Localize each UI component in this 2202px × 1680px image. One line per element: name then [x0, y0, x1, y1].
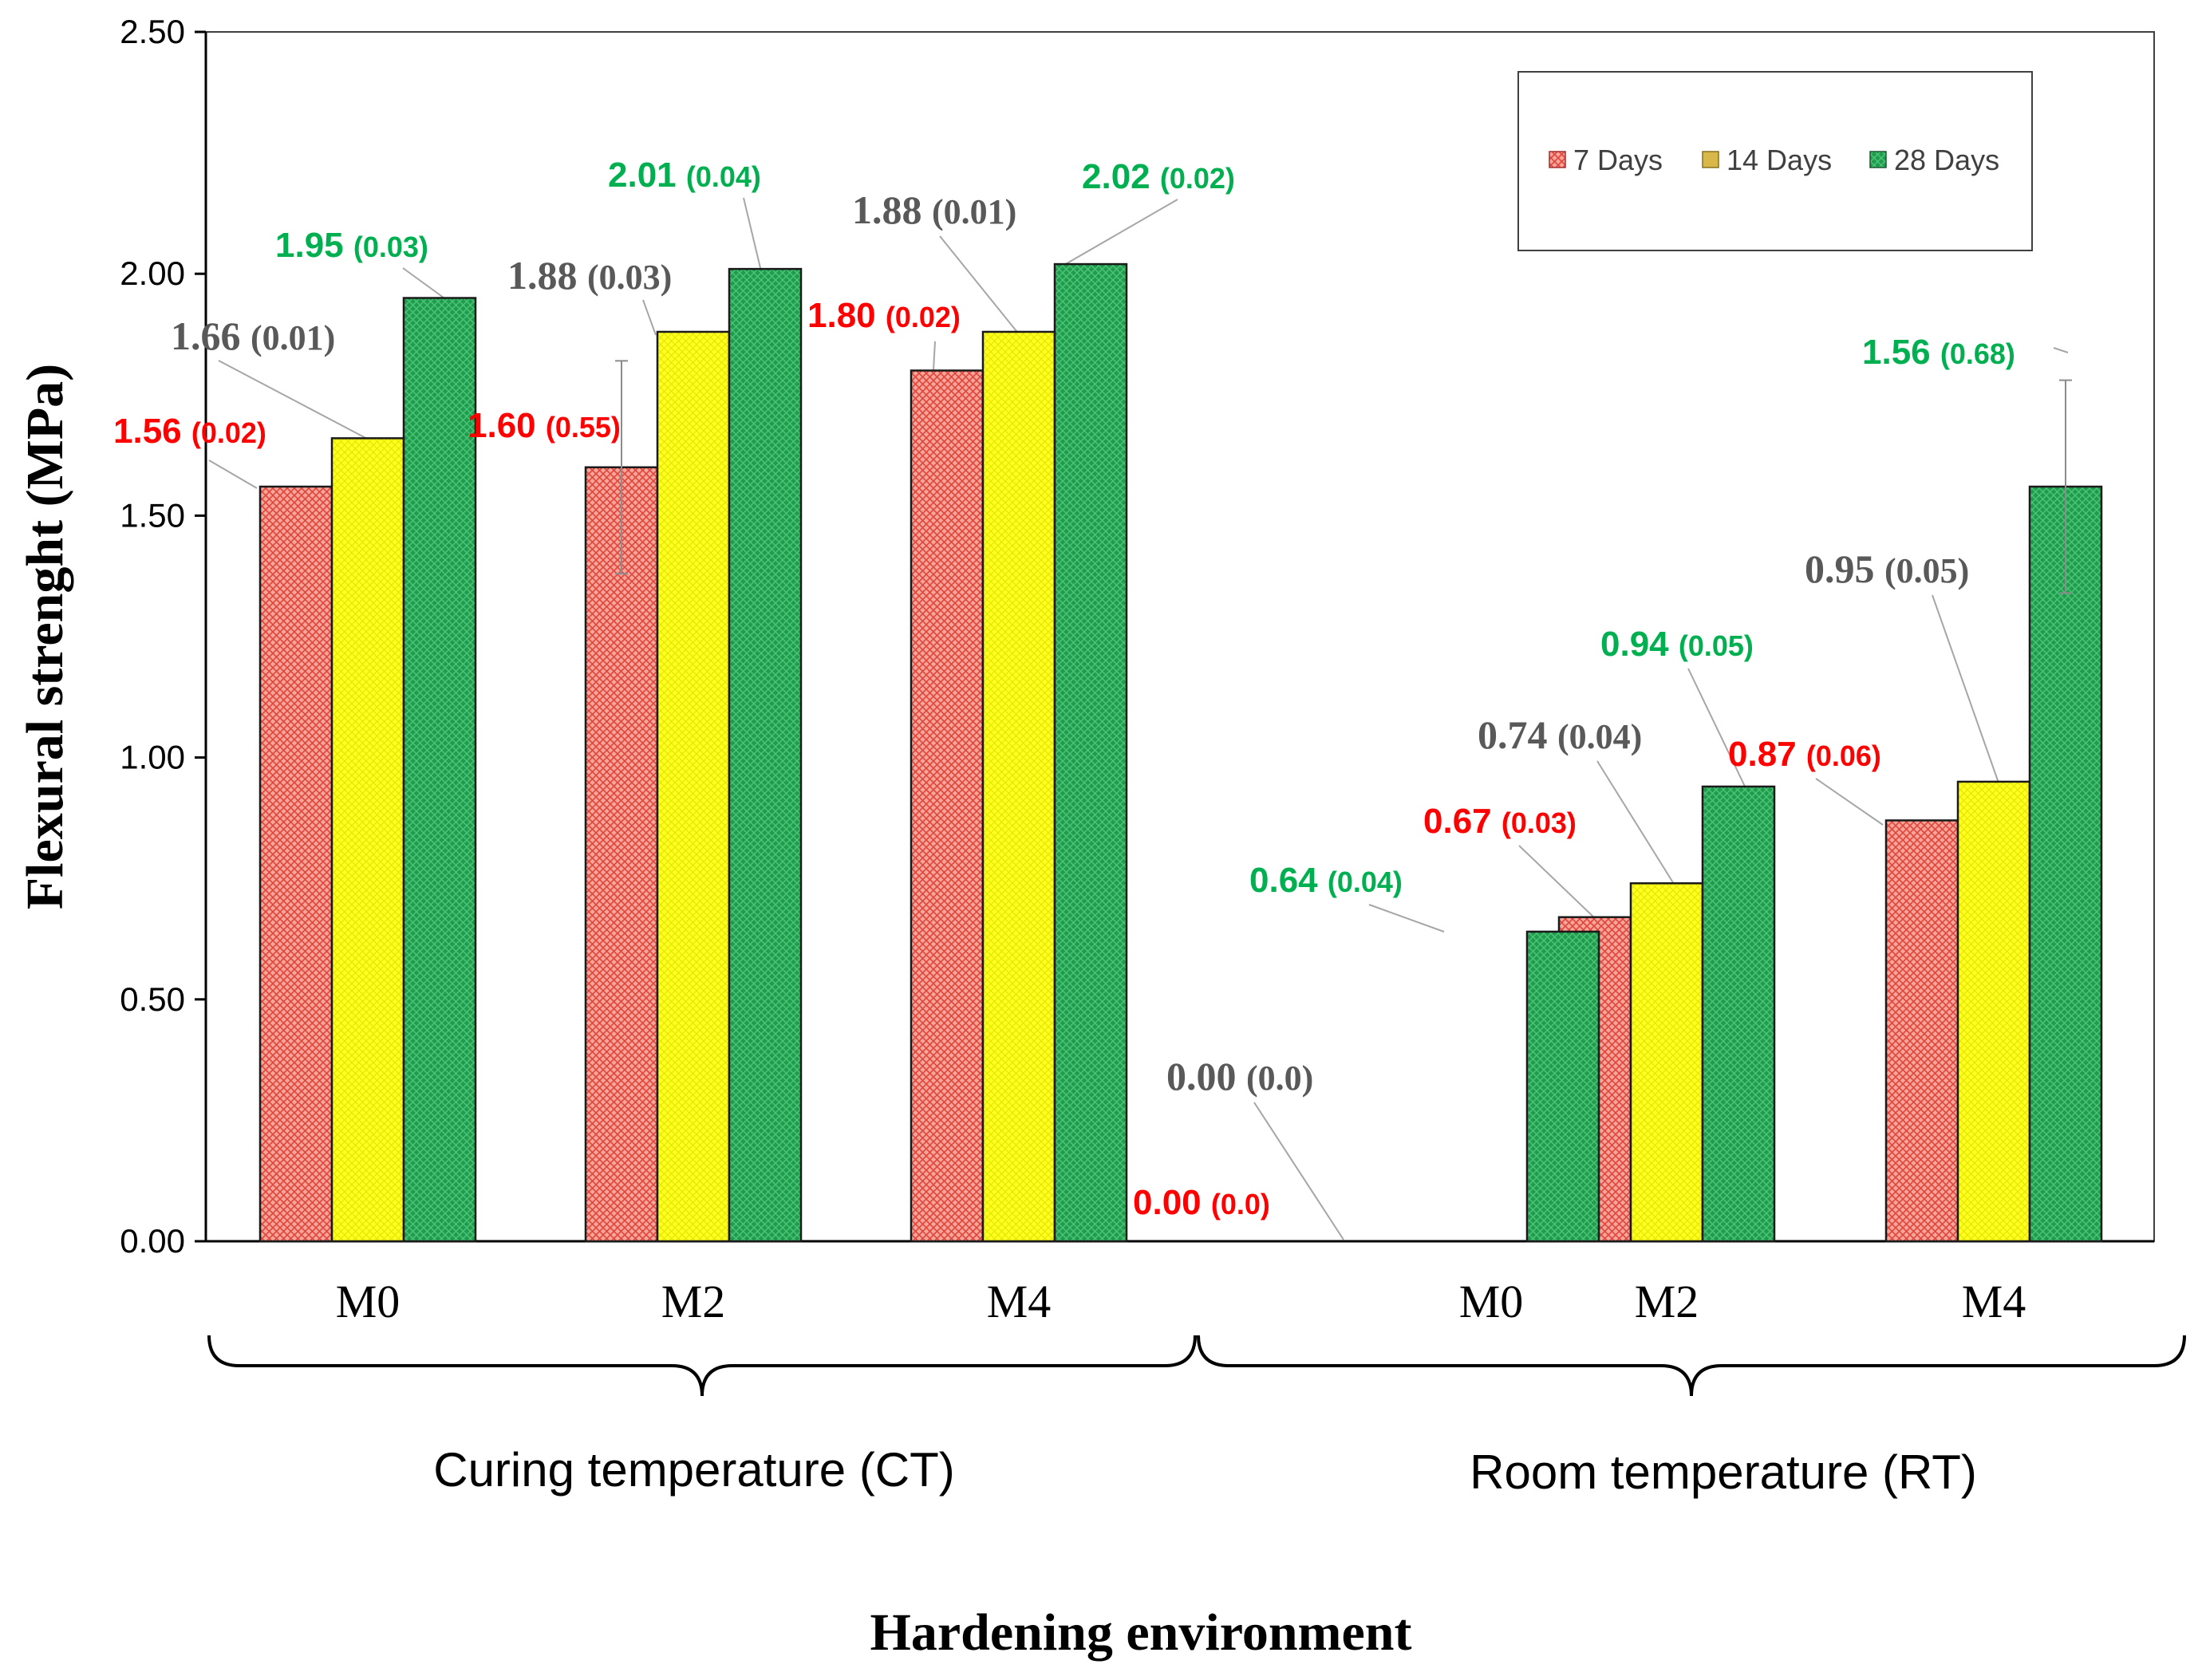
- data-label-7-days-2: 1.60 (0.55): [468, 406, 621, 445]
- bar-28-days-5: [1701, 785, 1776, 1243]
- x-tick-label: M4: [987, 1276, 1052, 1327]
- bar-28-days-1: [402, 297, 477, 1243]
- legend-label-14-days: 14 Days: [1726, 144, 1832, 176]
- label-leader-lines: [208, 197, 2069, 1240]
- data-label-14-days-5: 0.74 (0.04): [1478, 712, 1642, 757]
- data-label-28-days-1: 1.95 (0.03): [275, 226, 428, 265]
- group-brace-ct: [207, 1335, 1197, 1397]
- data-label-14-days-3: 1.88 (0.01): [852, 187, 1016, 232]
- data-label-7-days-5: 0.67 (0.03): [1423, 802, 1577, 841]
- error-bars: [615, 360, 2072, 594]
- bar-14-days-6: [1956, 780, 2031, 1243]
- data-label-14-days-1: 1.66 (0.01): [171, 314, 335, 358]
- data-label-28-days-5: 0.94 (0.05): [1600, 625, 1754, 664]
- legend-box: [1517, 71, 2033, 251]
- bar-28-days-4: [1525, 930, 1600, 1243]
- legend-swatch-28-days: [1869, 151, 1887, 168]
- leader-line: [743, 197, 762, 272]
- legend-label-7-days: 7 Days: [1573, 144, 1663, 176]
- y-tick-label: 1.00: [120, 739, 185, 776]
- leader-line: [1253, 1102, 1344, 1240]
- bar-28-days-2: [728, 267, 803, 1243]
- data-label-14-days-4: 0.00 (0.0): [1166, 1054, 1313, 1098]
- bar-14-days-3: [981, 330, 1056, 1243]
- y-axis-title: Flexural strenght (MPa): [16, 364, 74, 909]
- y-tick-label: 0.00: [120, 1222, 185, 1260]
- x-tick-label: M2: [1635, 1276, 1699, 1327]
- data-label-7-days-1: 1.56 (0.02): [113, 412, 266, 451]
- data-label-7-days-6: 0.87 (0.06): [1728, 735, 1881, 774]
- data-label-7-days-4: 0.00 (0.0): [1133, 1183, 1270, 1222]
- y-tick-label: 1.50: [120, 496, 185, 534]
- group-brace-rt: [1197, 1335, 2186, 1397]
- leader-line: [939, 235, 1020, 336]
- y-tick-label: 2.50: [120, 13, 185, 50]
- leader-line: [2053, 347, 2069, 353]
- leader-line: [1368, 904, 1445, 933]
- data-label-14-days-6: 0.95 (0.05): [1805, 546, 1969, 591]
- bar-28-days-3: [1053, 262, 1128, 1243]
- data-label-14-days-2: 1.88 (0.03): [507, 253, 672, 298]
- x-tick-label: M2: [661, 1276, 726, 1327]
- bar-7-days-3: [910, 369, 985, 1243]
- group-label-ct: Curing temperature (CT): [433, 1443, 955, 1497]
- x-tick-label: M0: [1459, 1276, 1524, 1327]
- leader-line: [1064, 199, 1178, 266]
- leader-line: [642, 299, 657, 336]
- x-axis-category-labels: M0 M2 M4 M0 M2 M4: [336, 1276, 2026, 1327]
- leader-line: [208, 459, 258, 489]
- x-tick-label: M4: [1962, 1276, 2026, 1327]
- leader-line: [1815, 778, 1884, 826]
- legend-swatch-7-days: [1549, 151, 1566, 168]
- y-tick-label: 0.50: [120, 980, 185, 1018]
- data-label-28-days-3: 2.02 (0.02): [1082, 157, 1235, 196]
- bar-14-days-1: [330, 437, 405, 1243]
- leader-line: [1596, 760, 1675, 885]
- x-axis-title: Hardening environment: [870, 1603, 1412, 1662]
- y-axis-ticks: 0.00 0.50 1.00 1.50 2.00 2.50: [120, 13, 206, 1260]
- legend-swatch-14-days: [1702, 151, 1719, 168]
- y-tick-label: 2.00: [120, 254, 185, 292]
- leader-line: [1518, 845, 1596, 920]
- leader-line: [933, 341, 936, 371]
- data-label-7-days-3: 1.80 (0.02): [807, 296, 961, 335]
- group-label-rt: Room temperature (RT): [1470, 1445, 1977, 1499]
- data-labels: 1.56 (0.02) 1.66 (0.01) 1.95 (0.03) 1.60 (0…: [113, 156, 2015, 1222]
- leader-line: [402, 267, 448, 301]
- bar-14-days-5: [1629, 882, 1704, 1243]
- bars: [258, 262, 2103, 1243]
- bar-7-days-6: [1884, 819, 1959, 1243]
- data-label-28-days-4: 0.64 (0.04): [1249, 861, 1403, 900]
- bar-14-days-2: [656, 330, 731, 1243]
- bar-7-days-1: [258, 485, 333, 1243]
- leader-line: [1932, 594, 2000, 786]
- x-tick-label: M0: [336, 1276, 401, 1327]
- data-label-28-days-2: 2.01 (0.04): [608, 156, 761, 195]
- legend: 7 Days 14 Days 28 Days: [1517, 71, 2033, 251]
- data-label-28-days-6: 1.56 (0.68): [1862, 333, 2015, 372]
- legend-label-28-days: 28 Days: [1894, 144, 1999, 176]
- bar-7-days-2: [584, 466, 659, 1243]
- leader-line: [218, 360, 371, 441]
- bar-28-days-6: [2028, 485, 2103, 1243]
- leader-line: [1687, 668, 1748, 792]
